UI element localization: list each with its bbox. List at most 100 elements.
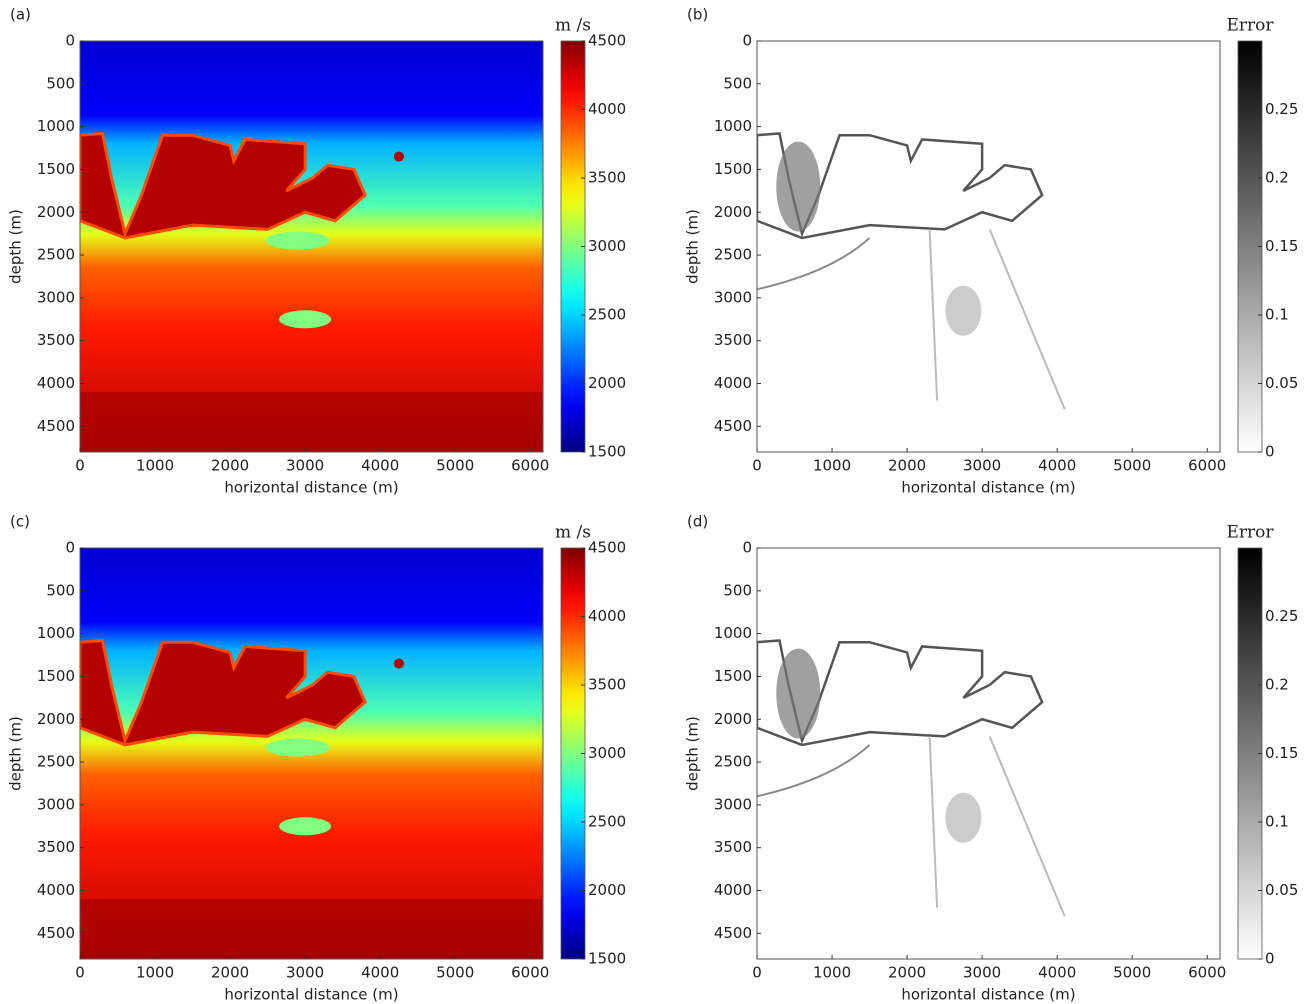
colorbar-tick-label: 0.2 (1265, 676, 1289, 694)
colorbar-tick-label: 4500 (588, 539, 626, 557)
x-tick-label: 0 (75, 457, 85, 475)
colorbar-tick-label: 0.25 (1265, 607, 1298, 625)
y-tick-label: 4000 (37, 374, 75, 392)
colorbar-tick-label: 0 (1265, 950, 1275, 968)
y-axis-label: depth (m) (684, 209, 702, 284)
x-tick-label: 2000 (888, 457, 926, 475)
y-tick-label: 2500 (714, 753, 752, 771)
y-tick-label: 3000 (37, 288, 75, 306)
x-tick-label: 6000 (511, 457, 549, 475)
deep-field (80, 392, 543, 452)
y-tick-label: 500 (46, 581, 75, 599)
y-tick-label: 500 (46, 74, 75, 92)
plot-frame (79, 547, 544, 960)
x-axis-label: horizontal distance (m) (901, 479, 1075, 497)
colorbar-tick-label: 3000 (588, 237, 626, 255)
colorbar-tick-label: 3000 (588, 744, 626, 762)
x-axis-label: horizontal distance (m) (224, 986, 398, 1004)
error-outline (757, 744, 871, 798)
error-outline (928, 228, 1066, 410)
x-tick-label: 4000 (361, 964, 399, 982)
y-tick-label: 2000 (714, 203, 752, 221)
field-image (757, 548, 1220, 959)
panel-label: (a) (10, 6, 31, 24)
field-image (757, 41, 1220, 452)
y-tick-label: 0 (65, 32, 75, 50)
y-tick-label: 3500 (37, 331, 75, 349)
plot-frame (756, 547, 1221, 960)
colorbar-tick-label: 2500 (588, 306, 626, 324)
y-tick-label: 2500 (37, 753, 75, 771)
x-tick-label: 5000 (1113, 457, 1151, 475)
y-tick-label: 1000 (714, 624, 752, 642)
colorbar-tick-label: 0.15 (1265, 744, 1298, 762)
x-tick-label: 6000 (1188, 964, 1226, 982)
x-tick-label: 3000 (286, 457, 324, 475)
low-velocity (279, 817, 332, 836)
y-tick-label: 1500 (714, 160, 752, 178)
error-blob (776, 141, 821, 232)
colorbar-tick-label: 0.1 (1265, 813, 1289, 831)
y-tick-label: 1000 (714, 117, 752, 135)
y-tick-label: 0 (742, 539, 752, 557)
low-velocity (265, 738, 330, 757)
y-tick-label: 2500 (37, 246, 75, 264)
colorbar-label: m /s (555, 16, 591, 36)
plot-frame (756, 40, 1221, 453)
x-tick-label: 1000 (813, 964, 851, 982)
y-tick-label: 1500 (37, 160, 75, 178)
field-image (80, 41, 543, 452)
error-outline (928, 735, 1066, 917)
y-tick-label: 4500 (37, 924, 75, 942)
salt-body (393, 658, 404, 669)
colorbar-tick-label: 0 (1265, 443, 1275, 461)
x-tick-label: 4000 (1038, 964, 1076, 982)
y-tick-label: 3500 (37, 838, 75, 856)
x-tick-label: 6000 (511, 964, 549, 982)
y-axis-label: depth (m) (7, 209, 25, 284)
colorbar-tick-label: 3500 (588, 676, 626, 694)
panel-label: (b) (687, 6, 708, 24)
y-tick-label: 500 (723, 581, 752, 599)
x-tick-label: 3000 (963, 457, 1001, 475)
y-tick-label: 3000 (37, 795, 75, 813)
x-tick-label: 0 (75, 964, 85, 982)
y-tick-label: 1000 (37, 117, 75, 135)
x-tick-label: 4000 (361, 457, 399, 475)
y-axis-label: depth (m) (684, 716, 702, 791)
x-tick-label: 0 (752, 964, 762, 982)
field-image (80, 548, 543, 959)
y-tick-label: 4500 (714, 417, 752, 435)
y-tick-label: 4500 (714, 924, 752, 942)
panel-label: (d) (687, 513, 708, 531)
colorbar-tick-label: 1500 (588, 950, 626, 968)
y-tick-label: 500 (723, 74, 752, 92)
error-field (757, 41, 1220, 452)
y-tick-label: 3500 (714, 331, 752, 349)
x-tick-label: 1000 (136, 457, 174, 475)
low-velocity (279, 310, 332, 329)
y-tick-label: 2500 (714, 246, 752, 264)
error-blob (776, 648, 821, 739)
y-tick-label: 2000 (37, 203, 75, 221)
y-tick-label: 1000 (37, 624, 75, 642)
x-tick-label: 0 (752, 457, 762, 475)
y-tick-label: 2000 (714, 710, 752, 728)
colorbar-tick-label: 4000 (588, 100, 626, 118)
x-tick-label: 1000 (136, 964, 174, 982)
y-tick-label: 4500 (37, 417, 75, 435)
y-axis-label: depth (m) (7, 716, 25, 791)
x-tick-label: 4000 (1038, 457, 1076, 475)
salt-body (393, 151, 404, 162)
error-field (757, 548, 1220, 959)
colorbar-tick-label: 2000 (588, 374, 626, 392)
y-tick-label: 4000 (714, 374, 752, 392)
colorbar-tick-label: 0.05 (1265, 881, 1298, 899)
x-tick-label: 5000 (1113, 964, 1151, 982)
x-tick-label: 6000 (1188, 457, 1226, 475)
low-velocity (265, 231, 330, 250)
colorbar-tick-label: 3500 (588, 169, 626, 187)
y-tick-label: 3000 (714, 795, 752, 813)
colorbar-label: m /s (555, 523, 591, 543)
x-tick-label: 5000 (436, 457, 474, 475)
